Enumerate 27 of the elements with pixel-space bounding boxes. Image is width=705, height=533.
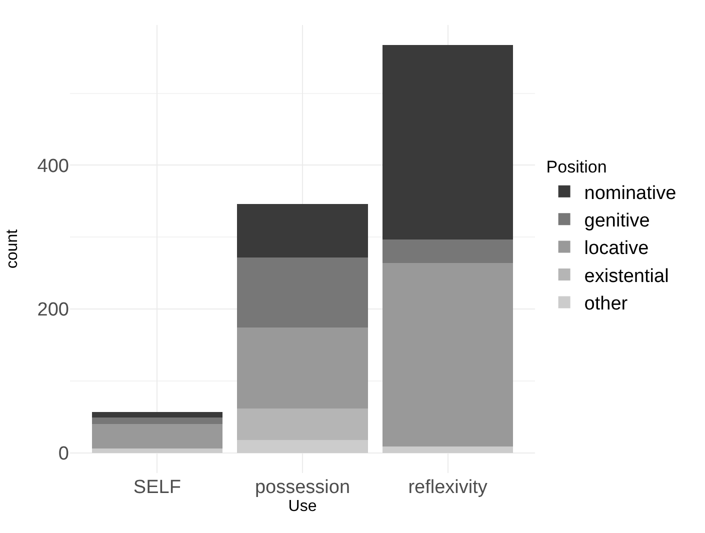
legend-label: existential xyxy=(584,266,669,287)
x-tick-label: SELF xyxy=(133,477,181,498)
y-axis-title: count xyxy=(4,228,22,269)
x-tick-label: reflexivity xyxy=(408,477,488,498)
y-tick-label: 0 xyxy=(58,444,69,465)
bar xyxy=(237,408,368,440)
bar xyxy=(382,45,514,240)
legend-title: Position xyxy=(546,158,607,177)
bar xyxy=(92,418,223,424)
legend-label: nominative xyxy=(584,182,676,204)
bar xyxy=(382,446,514,453)
bar xyxy=(237,257,368,328)
bar xyxy=(382,239,514,264)
bar xyxy=(237,204,368,258)
bar xyxy=(237,440,368,453)
bar xyxy=(92,412,223,418)
x-tick-label: possession xyxy=(254,477,350,498)
x-axis-title: Use xyxy=(288,498,317,515)
legend-label: genitive xyxy=(584,210,650,232)
bar xyxy=(92,448,223,453)
legend-label: locative xyxy=(584,238,649,260)
y-tick-label: 200 xyxy=(37,300,69,321)
bar xyxy=(92,424,223,449)
legend-label: other xyxy=(584,294,628,315)
bar xyxy=(382,263,514,446)
bar xyxy=(237,328,368,408)
y-tick-label: 400 xyxy=(37,156,69,177)
